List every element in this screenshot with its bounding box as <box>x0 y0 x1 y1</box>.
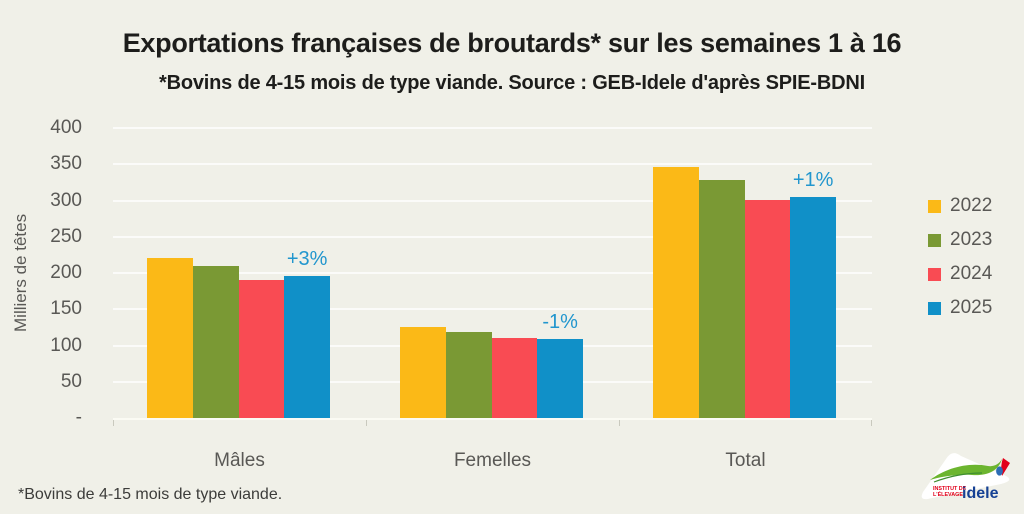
plot-area: +3% -1% +1% <box>113 127 872 426</box>
x-axis-tick <box>366 420 367 426</box>
bar <box>192 265 239 418</box>
legend-item: 2024 <box>928 257 992 291</box>
bar-group <box>400 128 583 418</box>
legend-item: 2022 <box>928 189 992 223</box>
gridline <box>113 127 872 129</box>
ytick-label: 200 <box>50 262 82 283</box>
gridline <box>113 308 872 311</box>
bar <box>284 275 330 418</box>
bar <box>790 196 836 418</box>
gridline <box>113 235 872 238</box>
ytick-label: 250 <box>50 225 82 247</box>
footnote: *Bovins de 4-15 mois de type viande. <box>18 486 283 503</box>
idele-logo: INSTITUT DE L'ÉLEVAGE idele <box>921 453 1010 502</box>
bar-group <box>147 128 330 418</box>
bar <box>698 180 745 418</box>
logo-text-line2: L'ÉLEVAGE <box>933 490 963 498</box>
logo-leaf-underline-icon <box>933 472 983 483</box>
bar <box>653 167 699 418</box>
x-axis-tick <box>113 420 114 426</box>
logo-blue-drop-icon <box>996 466 1003 476</box>
logo-leaf-swoosh-icon <box>930 459 1002 480</box>
x-axis-tick <box>871 420 872 426</box>
legend-label: 2025 <box>950 297 993 318</box>
chart-title: Exportations françaises de broutards* su… <box>122 28 902 58</box>
bar-group <box>653 128 836 418</box>
bar <box>445 332 492 418</box>
legend-item: 2025 <box>928 291 992 325</box>
annotation-label: +3% <box>286 247 328 270</box>
chart-subtitle: *Bovins de 4-15 mois de type viande. Sou… <box>159 72 865 94</box>
logo-red-flag-icon <box>1001 458 1010 476</box>
category-label: Total <box>725 450 766 471</box>
bar <box>400 327 446 418</box>
category-label: Mâles <box>214 450 265 471</box>
bar <box>238 279 285 418</box>
x-axis-tick <box>619 420 620 426</box>
ytick-label: 100 <box>50 334 82 356</box>
x-axis-labels: Mâles Femelles Total <box>113 450 872 474</box>
legend-label: 2024 <box>950 263 993 284</box>
gridline <box>113 199 872 202</box>
bar <box>491 338 538 418</box>
legend-label: 2023 <box>950 229 993 250</box>
logo-background-shape <box>921 453 1010 500</box>
ytick-label: 350 <box>50 153 82 175</box>
ytick-label: 150 <box>50 298 82 320</box>
ytick-label: 400 <box>50 117 82 138</box>
annotation-label: +1% <box>792 168 834 191</box>
bar <box>537 338 583 418</box>
y-axis-ticks: 400 350 300 250 200 150 100 50 - <box>28 117 82 428</box>
legend-label: 2022 <box>950 195 993 216</box>
legend-swatch <box>928 233 941 247</box>
logo-brand-text: idele <box>962 485 999 502</box>
logo-text-line1: INSTITUT DE <box>933 486 967 492</box>
legend-item: 2023 <box>928 223 992 257</box>
legend-swatch <box>928 267 941 281</box>
legend-swatch <box>928 301 941 315</box>
ytick-label: 50 <box>60 370 82 392</box>
legend: 2022 2023 2024 2025 <box>928 189 992 325</box>
annotation-label: -1% <box>542 310 578 333</box>
gridline <box>113 163 872 166</box>
category-label: Femelles <box>453 450 532 471</box>
bar <box>744 199 791 418</box>
bar <box>147 257 193 418</box>
gridline <box>113 272 872 274</box>
ytick-label: 300 <box>50 189 82 211</box>
ytick-label: - <box>75 407 82 428</box>
legend-swatch <box>928 199 941 213</box>
